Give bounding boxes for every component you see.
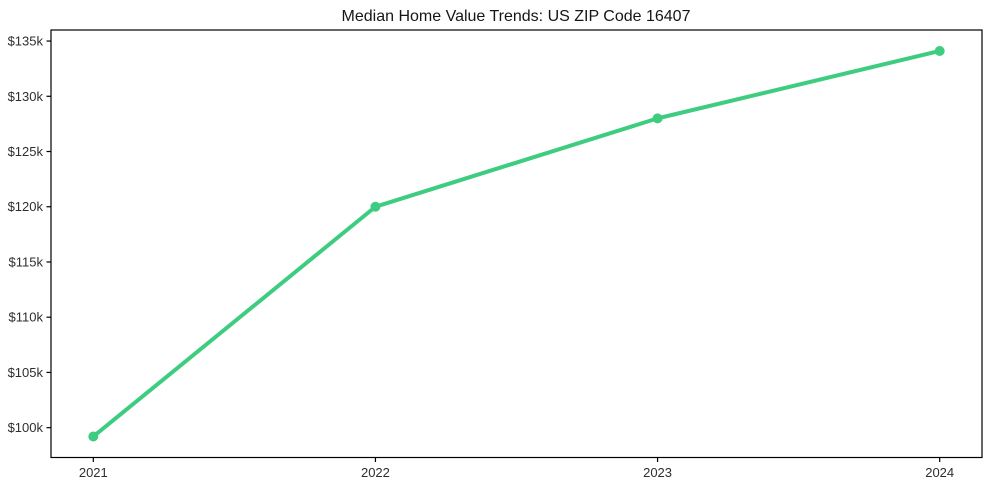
y-tick-label: $105k [8,365,44,380]
data-point-marker [88,431,99,442]
y-tick-label: $120k [8,199,44,214]
x-tick-label: 2023 [643,465,672,480]
y-tick-label: $125k [8,144,44,159]
plot-area: $100k $105k $110k $115k $120k $125k $130k $135k… [8,29,983,480]
data-point-marker [370,201,381,212]
y-tick-label: $100k [8,420,44,435]
y-tick-label: $115k [9,254,44,269]
trend-line [91,48,942,439]
y-tick-label: $130k [8,89,44,104]
plot-border [50,29,983,459]
x-tick-label: 2024 [925,465,954,480]
data-point-marker [652,113,663,124]
chart-title: Median Home Value Trends: US ZIP Code 16… [342,8,691,25]
y-tick-label: $135k [8,34,44,49]
x-tick-label: 2022 [361,465,390,480]
data-point-marker [934,45,945,56]
x-tick-label: 2021 [79,465,108,480]
y-tick-label: $110k [9,310,44,325]
